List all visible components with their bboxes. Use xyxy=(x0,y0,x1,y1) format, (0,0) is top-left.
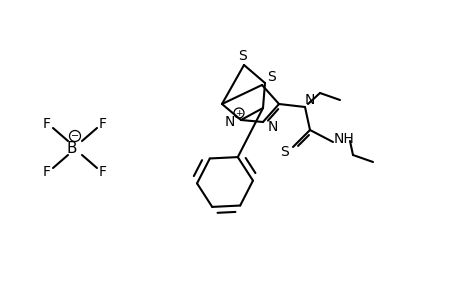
Text: NH: NH xyxy=(333,132,353,146)
Text: −: − xyxy=(71,131,79,141)
Text: B: B xyxy=(67,140,77,155)
Text: +: + xyxy=(235,109,242,118)
Text: F: F xyxy=(43,117,51,131)
Text: S: S xyxy=(280,145,289,159)
Text: N: N xyxy=(304,93,314,107)
Text: S: S xyxy=(267,70,276,84)
Text: F: F xyxy=(99,165,107,179)
Text: F: F xyxy=(43,165,51,179)
Text: S: S xyxy=(238,49,247,63)
Text: N: N xyxy=(267,120,278,134)
Text: N: N xyxy=(224,115,235,129)
Text: F: F xyxy=(99,117,107,131)
